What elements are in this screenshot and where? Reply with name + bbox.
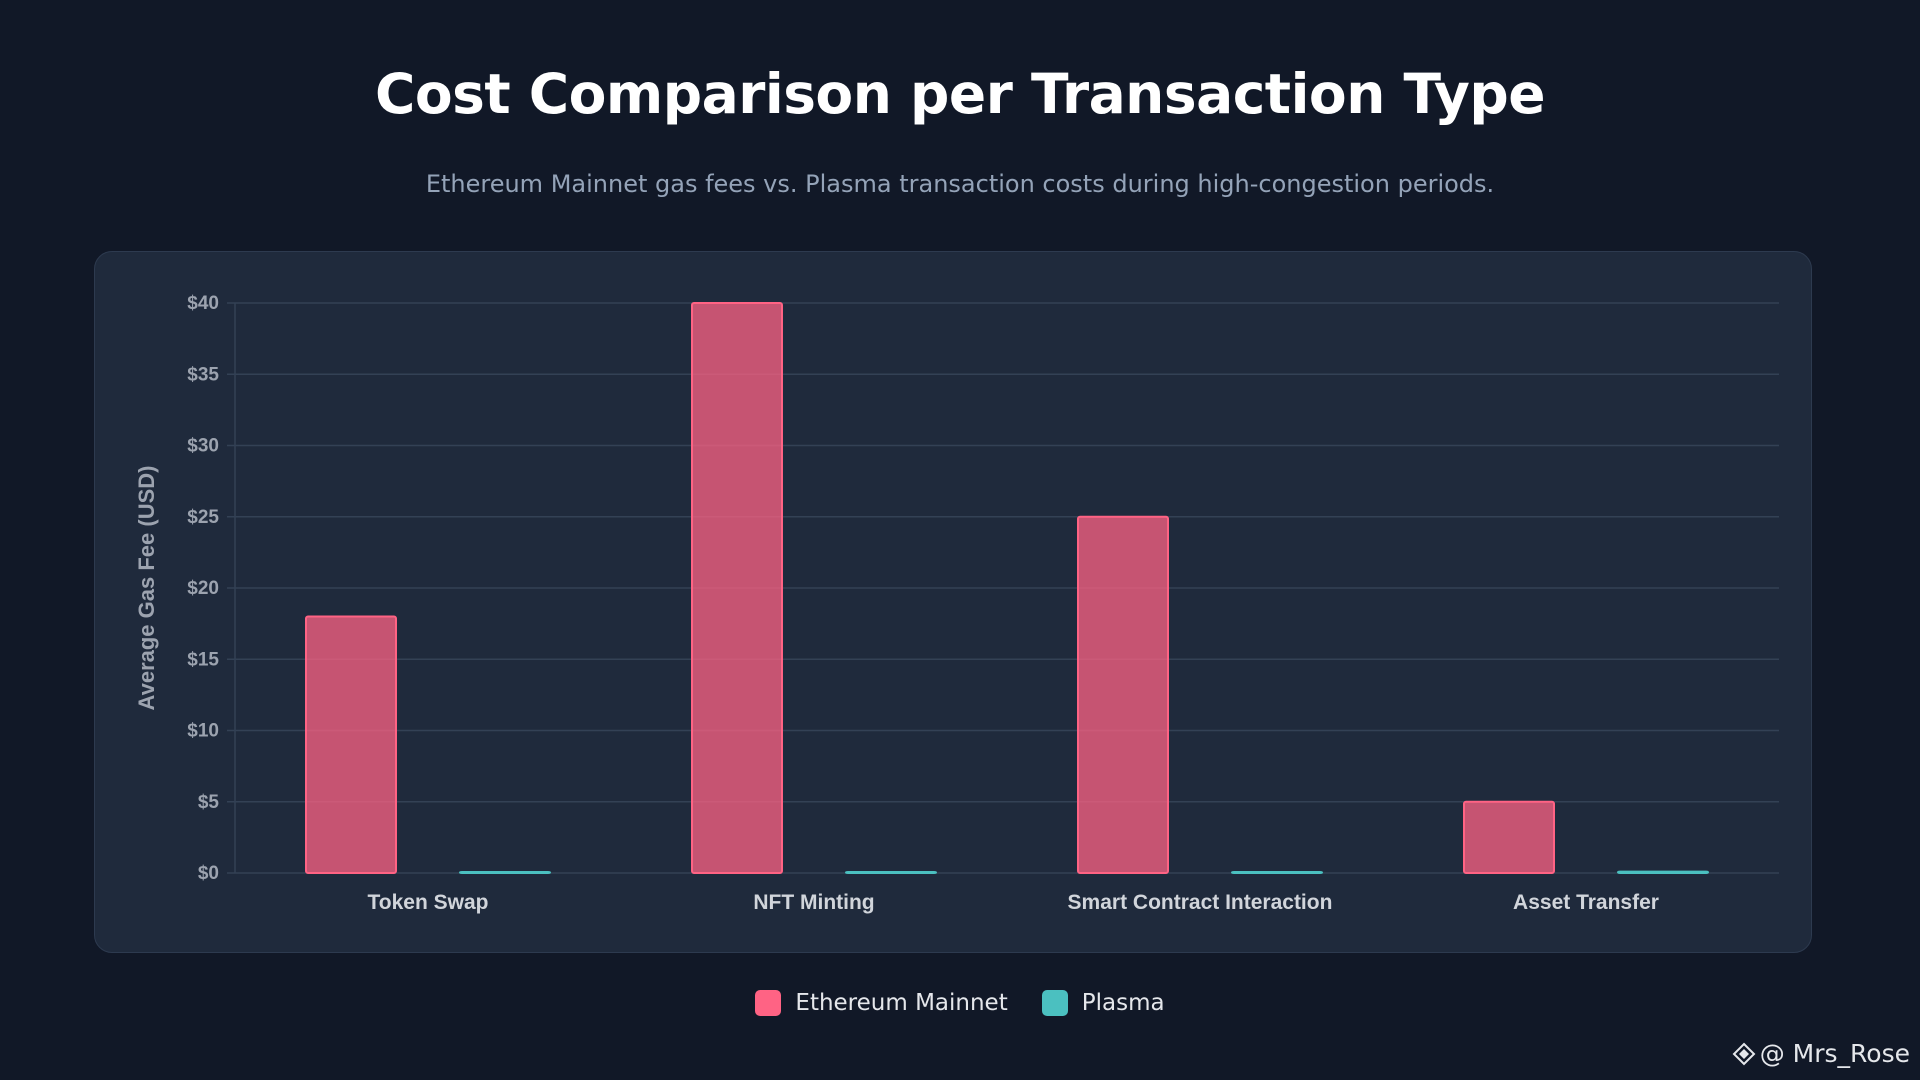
y-tick-label: $0 [198, 863, 219, 884]
watermark-handle: @ Mrs_Rose [1759, 1039, 1910, 1068]
bar-plasma [1231, 871, 1323, 874]
y-tick-label: $10 [187, 721, 219, 742]
x-tick-label: Token Swap [368, 891, 489, 914]
x-tick-label: NFT Minting [753, 891, 874, 914]
bar-plasma [459, 871, 551, 874]
bar-ethereum [1463, 800, 1555, 874]
y-axis-title: Average Gas Fee (USD) [134, 466, 159, 711]
bar-ethereum [1077, 515, 1169, 874]
y-tick-label: $35 [187, 364, 219, 385]
y-tick-label: $30 [187, 436, 219, 457]
legend-item-ethereum[interactable]: Ethereum Mainnet [755, 990, 1008, 1016]
bar-chart: $0 $5 $10 $15 $20 $25 $30 $35 $40 Average Gas Fee… [134, 293, 1779, 914]
y-tick-label: $15 [187, 649, 219, 670]
legend-label-plasma: Plasma [1081, 990, 1165, 1016]
chart-card: $0 $5 $10 $15 $20 $25 $30 $35 $40 Average Gas Fee… [94, 251, 1812, 953]
x-tick-label: Asset Transfer [1513, 891, 1659, 914]
legend-swatch-ethereum [755, 990, 782, 1016]
y-tick-label: $20 [187, 578, 219, 599]
chart-title: Cost Comparison per Transaction Type [374, 62, 1546, 126]
bar-ethereum [691, 302, 783, 874]
legend-swatch-plasma [1041, 990, 1068, 1016]
chart-subtitle: Ethereum Mainnet gas fees vs. Plasma tra… [425, 170, 1495, 198]
bar-plasma [1617, 870, 1709, 875]
legend-item-plasma[interactable]: Plasma [1041, 990, 1165, 1016]
x-tick-label: Smart Contract Interaction [1068, 891, 1333, 914]
y-tick-label: $5 [198, 792, 220, 813]
y-tick-label: $40 [187, 293, 219, 314]
bar-plasma [845, 871, 937, 874]
y-tick-label: $25 [187, 507, 219, 528]
legend-label-ethereum: Ethereum Mainnet [795, 990, 1008, 1016]
legend: Ethereum Mainnet Plasma [0, 990, 1920, 1016]
watermark: @ Mrs_Rose [1732, 1039, 1910, 1068]
bar-ethereum [305, 615, 397, 874]
binance-square-icon [1732, 1042, 1756, 1065]
